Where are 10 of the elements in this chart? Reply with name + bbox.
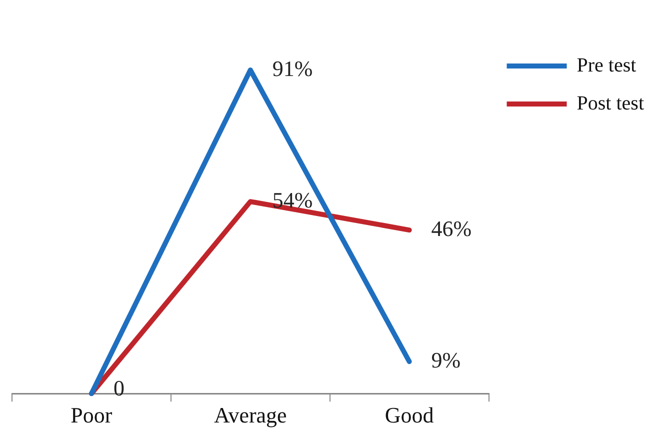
legend-label: Pre test: [576, 54, 637, 76]
x-tick-label: Average: [214, 402, 287, 428]
data-label: 91%: [272, 56, 313, 81]
data-label: 0: [113, 375, 124, 400]
data-label: 54%: [272, 187, 313, 212]
data-label: 46%: [431, 216, 472, 241]
x-tick-label: Good: [384, 402, 434, 428]
legend-label: Post test: [576, 92, 644, 114]
x-tick-label: Poor: [70, 402, 113, 428]
data-label: 9%: [431, 347, 461, 372]
